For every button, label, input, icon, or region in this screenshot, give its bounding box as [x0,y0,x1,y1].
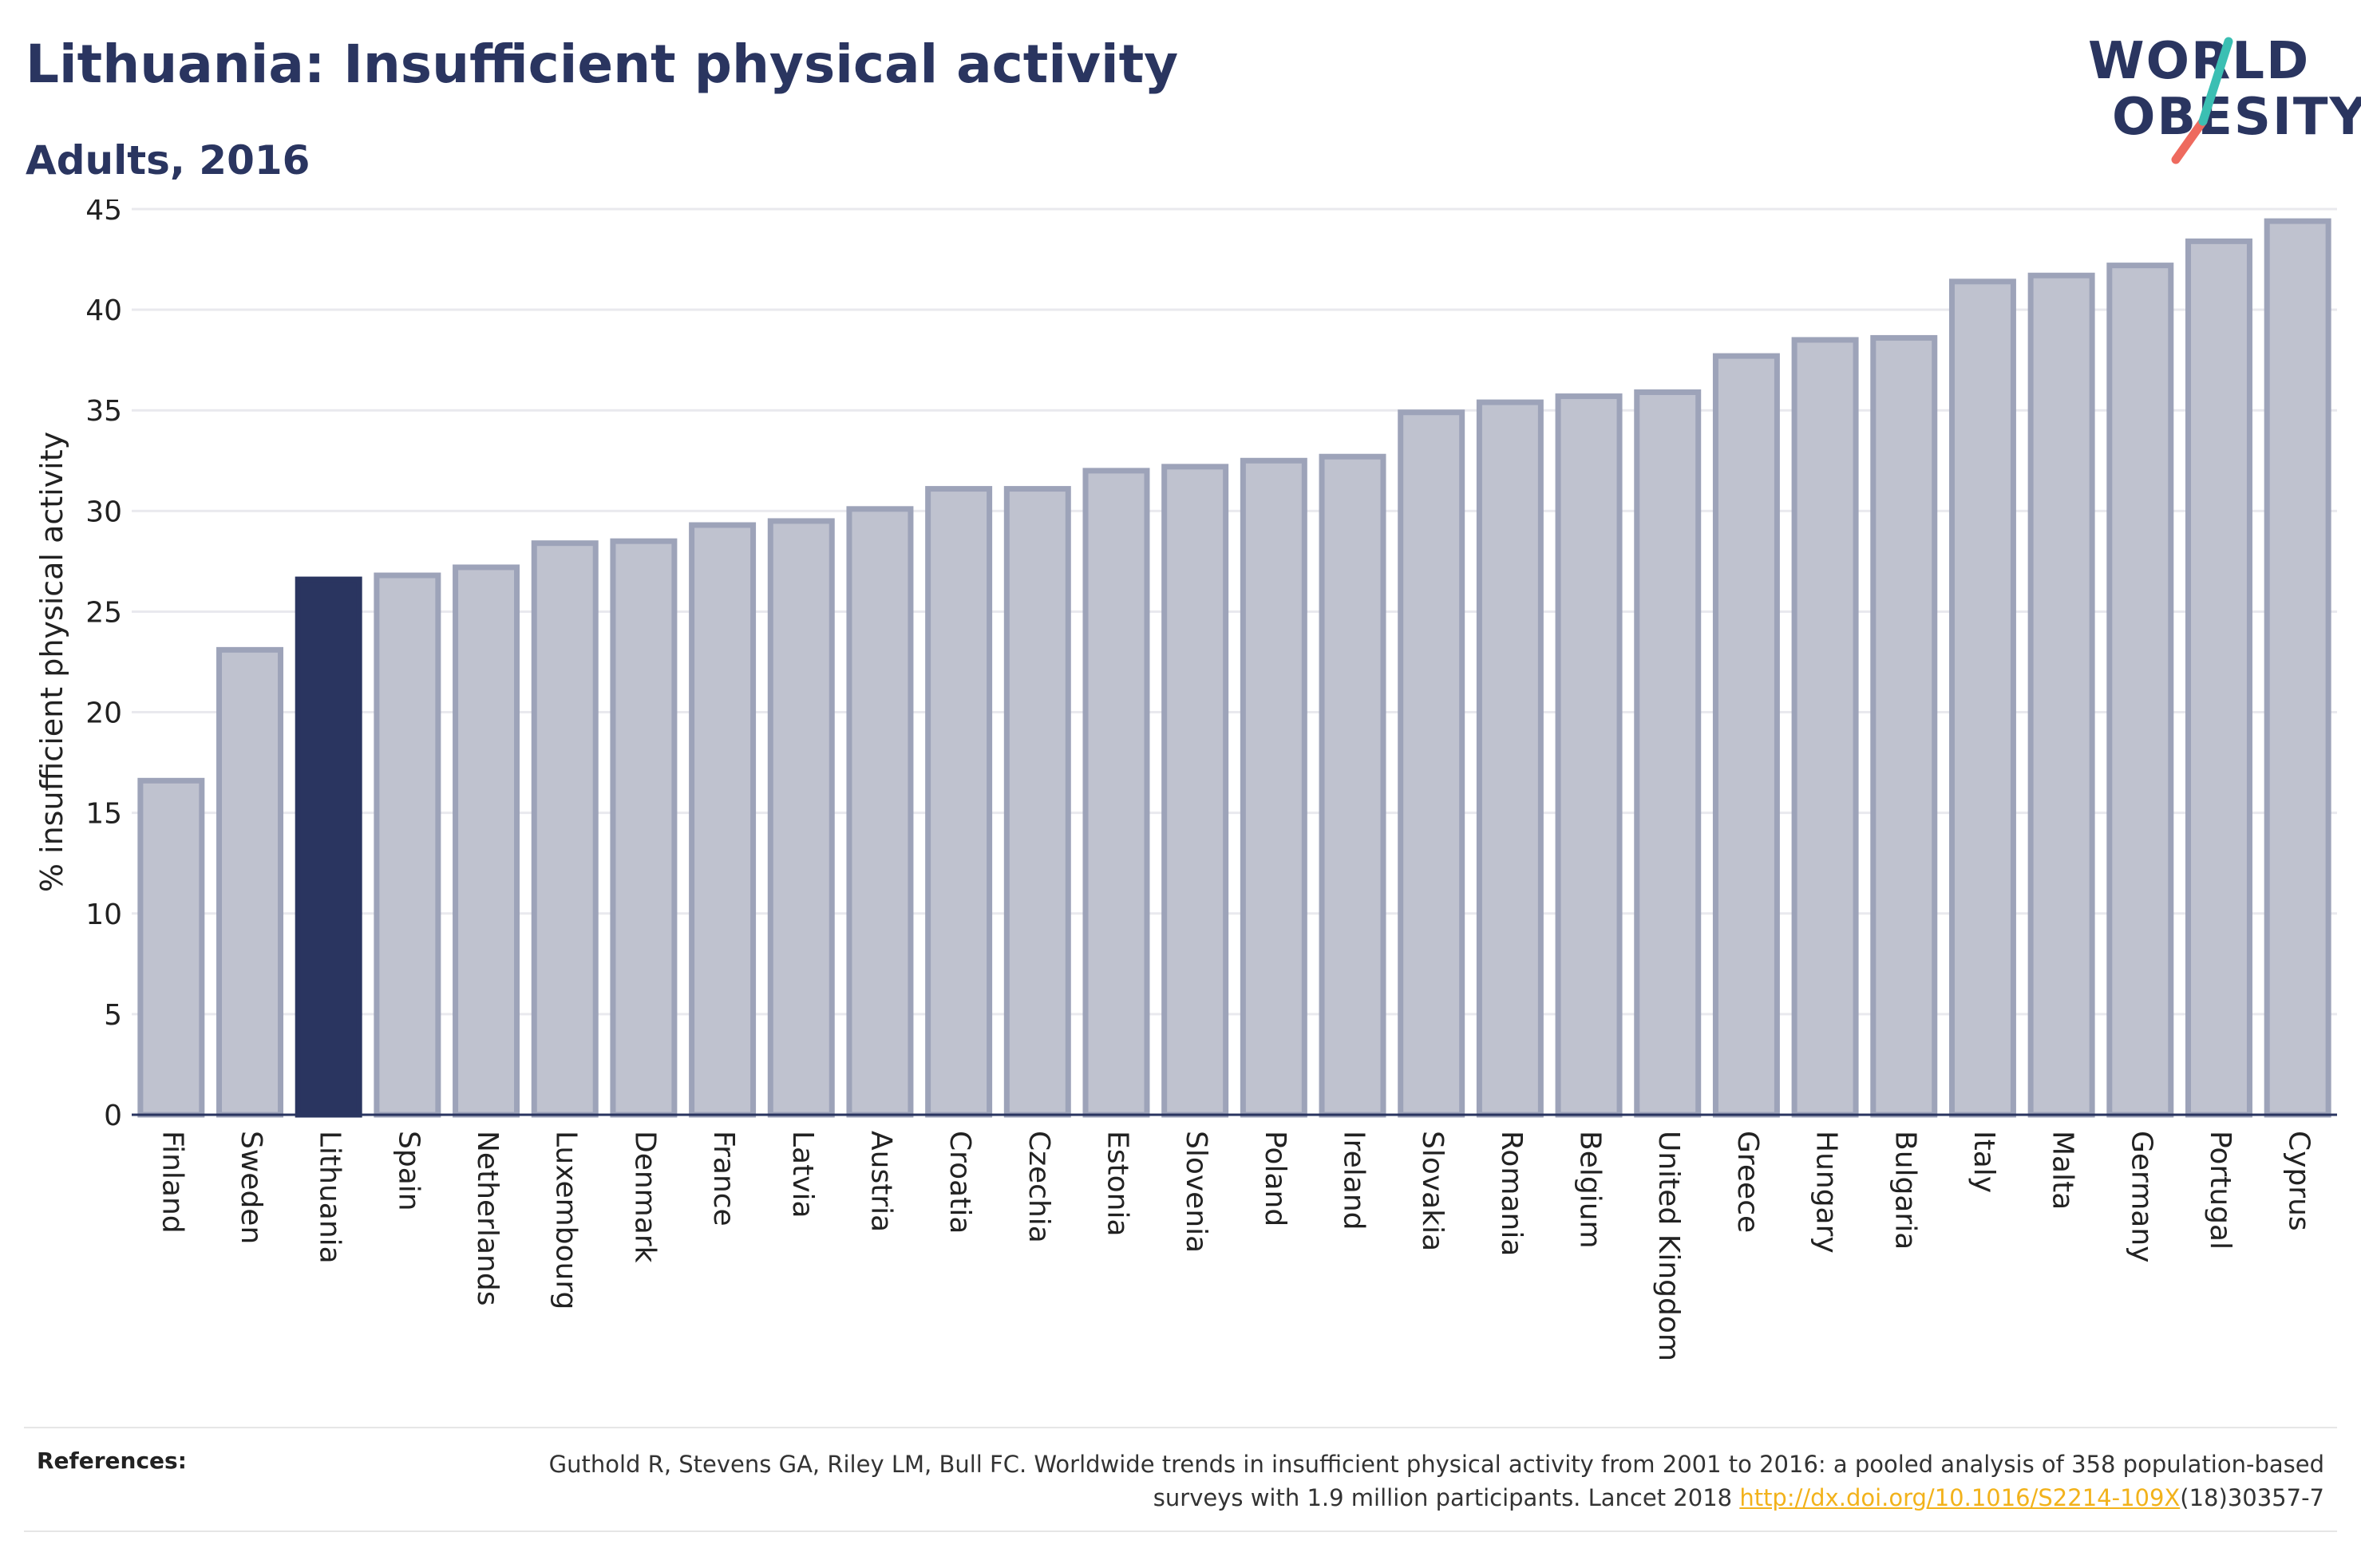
bar-croatia [925,486,993,1118]
bars [137,218,2331,1118]
x-tick-label: Austria [864,1131,897,1232]
x-tick-label: Sweden [235,1131,267,1244]
x-tick-label: Lithuania [314,1131,346,1264]
x-tick-label: United Kingdom [1652,1131,1685,1361]
bar-malta [2027,272,2095,1118]
x-tick-label: Spain [392,1131,425,1211]
x-tick-label: Poland [1259,1131,1291,1226]
bar-belgium [1555,393,1623,1118]
citation-suffix: (18)30357-7 [2180,1484,2324,1511]
bar-slovenia [1161,464,1229,1118]
bar-ireland [1319,453,1386,1118]
bar-lithuania [295,576,362,1118]
bar-netherlands [453,564,520,1118]
bar-france [689,522,757,1118]
y-axis-label: % insufficient physical activity [34,432,69,892]
references-citation: Guthold R, Stevens GA, Riley LM, Bull FC… [488,1448,2324,1515]
x-tick-label: Cyprus [2283,1131,2316,1231]
bar-chart: 0 5 10 15 20 25 30 35 40 45 Finland Sweden Lithuania… [34,199,2337,1361]
y-tick-label: 40 [85,294,122,327]
references-label: References: [37,1448,187,1474]
bar-romania [1476,399,1544,1118]
y-tick-label: 15 [85,798,122,831]
x-tick-label: Bulgaria [1888,1131,1921,1250]
chart-subtitle: Adults, 2016 [26,137,310,184]
doi-link[interactable]: http://dx.doi.org/10.1016/S2214-109X [1739,1484,2181,1511]
bar-bulgaria [1870,334,1938,1118]
bar-latvia [767,518,835,1118]
bar-luxembourg [531,540,599,1118]
bar-spain [374,572,441,1118]
logo-word-obesity: OBESITY [2112,88,2361,147]
bar-cyprus [2264,218,2331,1118]
citation-text: Guthold R, Stevens GA, Riley LM, Bull FC… [548,1451,2324,1511]
bar-sweden [216,646,284,1118]
x-tick-label: Italy [1968,1131,2000,1193]
bar-estonia [1082,468,1150,1118]
y-tick-label: 10 [85,899,122,931]
x-tick-label: Ireland [1338,1131,1370,1230]
x-tick-label: Slovakia [1416,1131,1449,1251]
bar-portugal [2185,238,2252,1118]
bar-hungary [1791,337,1859,1118]
x-tick-label: Finland [156,1131,188,1234]
bar-denmark [610,538,678,1118]
bar-czechia [1003,486,1071,1118]
references-panel: References: Guthold R, Stevens GA, Riley… [24,1427,2337,1532]
bar-finland [137,777,205,1118]
x-tick-label: Czechia [1022,1131,1055,1243]
x-tick-label: Greece [1731,1131,1764,1233]
bar-united-kingdom [1634,389,1702,1118]
x-tick-label: Germany [2125,1131,2157,1262]
bar-poland [1240,457,1307,1118]
y-tick-label: 20 [85,697,122,730]
x-tick-label: Romania [1495,1131,1528,1256]
x-tick-label: Belgium [1574,1131,1607,1249]
x-tick-label: Luxembourg [550,1131,583,1309]
x-tick-label: Croatia [943,1131,976,1234]
x-tick-label: Denmark [628,1131,661,1263]
logo-word-world: WORLD [2088,32,2311,91]
bar-austria [846,506,914,1118]
x-tick-label: Malta [2047,1131,2079,1210]
x-tick-label: Latvia [786,1131,819,1218]
bar-italy [1948,278,2016,1118]
x-tick-label: Slovenia [1180,1131,1212,1253]
bar-greece [1712,353,1780,1118]
y-tick-label: 25 [85,596,122,629]
axes: 0 5 10 15 20 25 30 35 40 45 Finland Sweden Lithuania… [85,199,2337,1361]
x-tick-label: France [707,1131,740,1226]
y-tick-label: 5 [104,999,122,1032]
x-tick-label: Netherlands [471,1131,504,1305]
y-tick-label: 35 [85,395,122,428]
x-tick-label: Estonia [1101,1131,1133,1237]
logo-slash-icon [2171,37,2233,164]
y-tick-label: 0 [104,1100,122,1132]
world-obesity-logo: WORLD OBESITY [2075,32,2361,176]
chart-title: Lithuania: Insufficient physical activit… [26,34,1179,95]
x-tick-label: Portugal [2204,1131,2236,1250]
y-tick-label: 30 [85,496,122,528]
x-tick-label: Hungary [1810,1131,1843,1254]
bar-germany [2106,263,2174,1118]
bar-slovakia [1398,409,1465,1118]
y-tick-label: 45 [85,199,122,227]
